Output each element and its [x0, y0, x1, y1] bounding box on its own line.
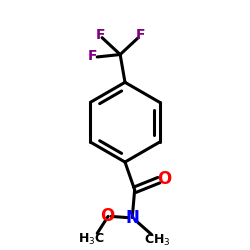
- Text: O: O: [100, 207, 114, 225]
- Text: H$_3$C: H$_3$C: [78, 232, 104, 247]
- Text: F: F: [95, 28, 105, 42]
- Text: O: O: [157, 170, 171, 188]
- Text: F: F: [88, 50, 98, 64]
- Text: N: N: [126, 208, 140, 226]
- Text: F: F: [136, 28, 145, 42]
- Text: CH$_3$: CH$_3$: [144, 233, 171, 248]
